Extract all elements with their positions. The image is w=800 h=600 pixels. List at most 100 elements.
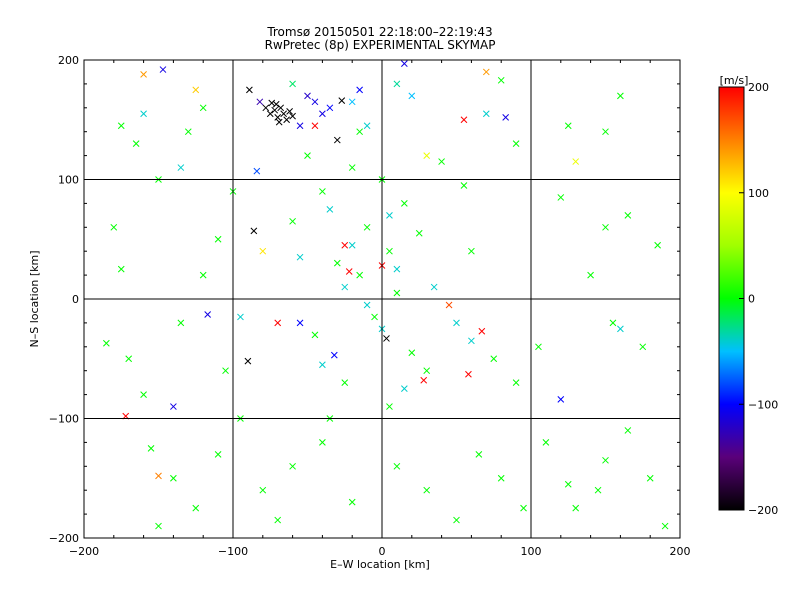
colorbar-tick-label: 0	[748, 293, 755, 306]
data-point	[326, 206, 334, 213]
data-point	[423, 486, 431, 494]
point-stroke-b	[423, 367, 431, 375]
data-point	[639, 343, 647, 351]
data-point	[259, 486, 267, 494]
point-stroke-b	[289, 462, 296, 470]
data-point	[140, 110, 147, 118]
point-stroke-b	[371, 313, 378, 321]
point-stroke-b	[423, 152, 431, 159]
data-point	[386, 403, 393, 410]
data-point	[333, 136, 341, 144]
data-point	[204, 311, 212, 318]
point-stroke-b	[356, 271, 364, 279]
data-point	[117, 122, 125, 130]
chart-title: Tromsø 20150501 22:18:00–22:19:43	[266, 25, 492, 39]
data-point	[497, 474, 505, 482]
point-stroke-b	[497, 474, 505, 482]
data-point	[246, 86, 253, 94]
point-stroke-b	[594, 486, 602, 494]
y-tick-label: 200	[58, 54, 79, 67]
point-stroke-b	[246, 86, 253, 94]
colorbar-tick-label: −200	[748, 504, 778, 517]
data-point	[654, 241, 662, 249]
point-stroke-b	[363, 223, 371, 231]
point-stroke-b	[393, 80, 401, 88]
data-point	[277, 104, 285, 112]
point-stroke-b	[271, 106, 279, 114]
point-stroke-b	[348, 164, 356, 171]
point-stroke-b	[520, 504, 527, 512]
data-point	[199, 104, 207, 112]
data-point	[408, 349, 416, 357]
point-stroke-b	[617, 325, 624, 333]
data-point	[348, 241, 356, 249]
point-stroke-b	[460, 116, 468, 124]
data-point	[184, 128, 192, 136]
point-stroke-b	[535, 343, 542, 351]
point-stroke-b	[177, 164, 185, 171]
data-point	[356, 86, 364, 94]
point-stroke-b	[661, 522, 669, 530]
point-stroke-b	[430, 283, 438, 291]
data-point	[274, 319, 282, 327]
data-point	[289, 112, 296, 120]
point-stroke-b	[587, 271, 594, 279]
point-stroke-b	[159, 66, 167, 73]
point-stroke-b	[512, 140, 520, 148]
data-point	[170, 474, 177, 482]
point-stroke-b	[557, 396, 565, 403]
point-stroke-b	[170, 474, 177, 482]
data-point	[520, 504, 527, 512]
data-point	[177, 164, 185, 171]
point-stroke-b	[155, 472, 162, 480]
point-stroke-b	[214, 450, 222, 458]
data-point	[502, 114, 510, 121]
data-point	[326, 104, 334, 112]
point-stroke-b	[453, 516, 460, 524]
data-point	[266, 110, 274, 118]
data-point	[624, 211, 632, 219]
data-point	[594, 486, 602, 494]
point-stroke-b	[311, 331, 319, 339]
point-stroke-b	[132, 140, 140, 148]
data-point	[572, 504, 580, 512]
point-stroke-b	[478, 327, 486, 335]
point-stroke-b	[572, 158, 580, 165]
data-point	[268, 99, 276, 107]
data-point	[497, 76, 505, 84]
point-stroke-b	[542, 439, 550, 446]
data-point	[341, 241, 349, 249]
data-point	[400, 200, 408, 207]
data-point	[460, 182, 468, 189]
data-point	[371, 313, 378, 321]
data-point	[363, 122, 371, 130]
data-point	[557, 194, 565, 201]
colorbar-label: [m/s]	[720, 74, 749, 87]
data-point	[646, 474, 654, 482]
data-point	[393, 462, 401, 470]
point-stroke-b	[319, 361, 326, 369]
data-point	[155, 472, 162, 480]
point-stroke-b	[274, 516, 282, 524]
point-stroke-b	[170, 403, 177, 410]
data-point	[147, 445, 155, 452]
point-stroke-b	[393, 462, 401, 470]
data-point	[289, 462, 296, 470]
point-stroke-b	[646, 474, 654, 482]
data-point	[478, 327, 486, 335]
colorbar-tick-label: −100	[748, 398, 778, 411]
data-point	[311, 331, 319, 339]
data-point	[423, 367, 431, 375]
point-stroke-b	[177, 319, 185, 327]
data-point	[199, 271, 207, 279]
point-stroke-b	[609, 319, 617, 327]
data-point	[423, 152, 431, 159]
point-stroke-b	[304, 92, 311, 100]
data-point	[348, 498, 356, 506]
point-stroke-b	[274, 319, 282, 327]
data-point	[274, 516, 282, 524]
point-stroke-b	[423, 486, 431, 494]
data-point	[609, 319, 617, 327]
data-point	[177, 319, 185, 327]
point-stroke-b	[341, 241, 349, 249]
